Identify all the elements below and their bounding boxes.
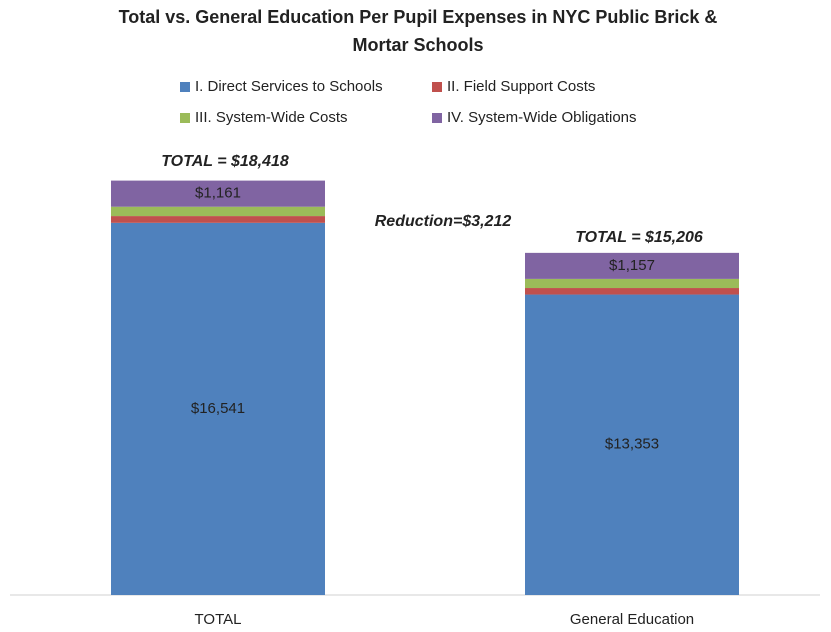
- bar-segment: [111, 206, 325, 217]
- value-label: $1,157: [609, 257, 655, 274]
- value-label: $16,541: [191, 400, 245, 417]
- legend-swatch: [432, 113, 442, 123]
- bar-segment: [525, 278, 739, 289]
- value-label: $1,161: [195, 185, 241, 202]
- value-label: $13,353: [605, 436, 659, 453]
- x-tick-label: TOTAL: [195, 611, 242, 628]
- annotation: TOTAL = $15,206: [575, 229, 703, 246]
- bar-segment: [525, 294, 739, 595]
- legend-label: I. Direct Services to Schools: [195, 78, 383, 95]
- x-tick-label: General Education: [570, 611, 694, 628]
- legend-label: II. Field Support Costs: [447, 78, 595, 95]
- legend-swatch: [180, 113, 190, 123]
- bar-segment: [525, 252, 739, 279]
- legend-swatch: [432, 82, 442, 92]
- chart-title: Total vs. General Education Per Pupil Ex…: [119, 7, 718, 27]
- legend-label: IV. System-Wide Obligations: [447, 109, 637, 126]
- bar-segment: [111, 180, 325, 207]
- bar-segment: [525, 288, 739, 295]
- bar-segment: [111, 222, 325, 595]
- annotation: Reduction=$3,212: [375, 213, 512, 230]
- legend-label: III. System-Wide Costs: [195, 109, 348, 126]
- legend-swatch: [180, 82, 190, 92]
- bar-segment: [111, 216, 325, 223]
- chart-title: Mortar Schools: [352, 35, 483, 55]
- annotation: TOTAL = $18,418: [161, 153, 289, 170]
